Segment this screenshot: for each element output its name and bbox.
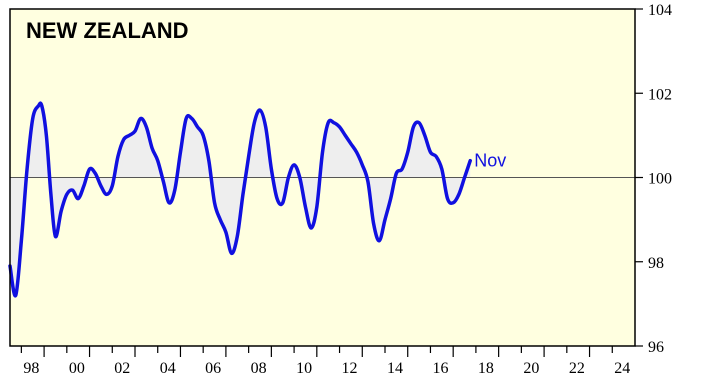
x-tick-label-20: 20 — [523, 360, 539, 377]
x-tick-label-18: 18 — [478, 360, 494, 377]
series-end-label: Nov — [474, 151, 506, 171]
y-tick-label-100: 100 — [648, 171, 672, 188]
y-tick-label-102: 102 — [648, 86, 672, 103]
x-tick-label-24: 24 — [614, 360, 630, 377]
y-tick-label-98: 98 — [648, 255, 664, 272]
x-tick-label-00: 00 — [69, 360, 85, 377]
x-tick-label-02: 02 — [114, 360, 130, 377]
y-tick-label-104: 104 — [648, 2, 672, 19]
x-tick-label-22: 22 — [569, 360, 585, 377]
x-tick-label-12: 12 — [342, 360, 358, 377]
x-tick-label-06: 06 — [205, 360, 221, 377]
x-tick-label-98: 98 — [23, 360, 39, 377]
series-line-0 — [8, 101, 472, 298]
series-line-layer — [8, 101, 472, 298]
x-tick-label-04: 04 — [160, 360, 176, 377]
x-tick-label-10: 10 — [296, 360, 312, 377]
x-tick-label-08: 08 — [251, 360, 267, 377]
y-tick-label-96: 96 — [648, 339, 664, 356]
y-axis: 96 98 100 102 104 — [635, 2, 672, 356]
x-tick-label-16: 16 — [432, 360, 448, 377]
x-tick-label-14: 14 — [387, 360, 403, 377]
x-axis: 98 00 02 04 06 08 10 12 14 16 18 20 22 24 — [20, 346, 630, 377]
chart-title: NEW ZEALAND — [26, 18, 189, 43]
